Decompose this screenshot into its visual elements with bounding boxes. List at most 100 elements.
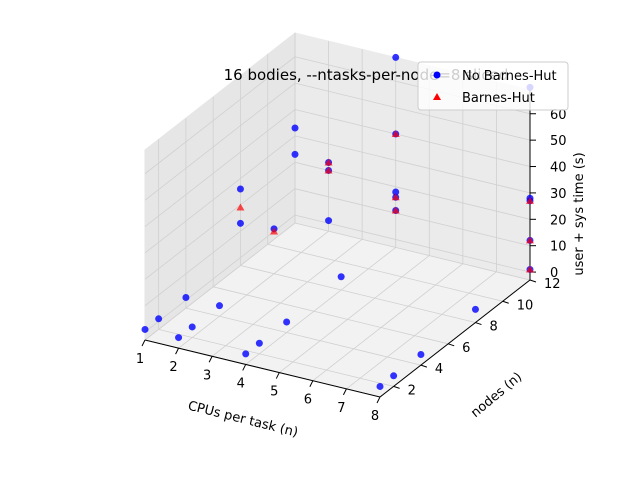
point-no-barnes-hut <box>376 382 384 390</box>
x-tick-mark <box>376 396 381 404</box>
z-axis-label: user + sys time (s) <box>572 152 587 275</box>
z-tick-label: 60 <box>550 108 567 123</box>
point-no-barnes-hut <box>390 372 398 380</box>
grid-line-z-back <box>294 188 531 247</box>
z-tick-label: 30 <box>550 187 567 202</box>
legend-box <box>417 61 569 111</box>
legend-label-no-barnes-hut: No Barnes-Hut <box>462 69 557 84</box>
point-no-barnes-hut <box>188 323 196 331</box>
y-tick-mark <box>475 322 482 326</box>
point-no-barnes-hut <box>175 334 183 342</box>
grid-line-z-left <box>144 56 296 175</box>
x-tick-label: 2 <box>169 360 177 375</box>
legend-marker-no-barnes-hut <box>433 71 441 79</box>
grid-line-y-floor <box>240 265 476 323</box>
legend: No Barnes-Hut Barnes-Hut <box>417 61 569 111</box>
x-tick-mark <box>141 339 146 347</box>
point-no-barnes-hut <box>471 305 479 313</box>
point-no-barnes-hut <box>242 350 250 358</box>
x-tick-label: 8 <box>371 409 379 424</box>
grid-line-y-floor <box>185 307 422 366</box>
grid-line-y-floor <box>158 328 394 387</box>
point-barnes-hut <box>526 265 534 273</box>
x-tick-mark <box>175 347 180 355</box>
y-tick-label: 4 <box>435 362 443 377</box>
x-tick-label: 3 <box>203 368 211 383</box>
y-tick-label: 10 <box>517 298 534 313</box>
axis-panes <box>143 31 532 398</box>
point-barnes-hut <box>391 193 400 201</box>
z-tick-label: 40 <box>550 161 567 176</box>
grid-line-x-floor <box>178 230 329 349</box>
x-tick-label: 4 <box>237 376 245 391</box>
x-tick-mark <box>309 380 314 387</box>
x-tick-mark <box>208 356 213 363</box>
grid-line-x-floor <box>211 238 363 357</box>
grid-line-z-left <box>144 214 296 333</box>
point-no-barnes-hut <box>155 315 163 323</box>
grid-line-y-floor <box>294 222 531 281</box>
z-tick-label: 20 <box>550 213 567 228</box>
point-barnes-hut <box>324 158 333 166</box>
z-tick-label: 0 <box>550 266 558 281</box>
grid-lines <box>144 33 531 398</box>
grid-line-z-left <box>144 161 296 280</box>
x-tick-label: 6 <box>304 393 312 408</box>
grid-line-z-back <box>294 135 531 194</box>
grid-line-x-floor <box>312 263 464 382</box>
point-no-barnes-hut <box>236 219 244 227</box>
x-tick-label: 5 <box>270 385 278 400</box>
y-tick-label: 2 <box>408 383 416 398</box>
z-tick-label: 50 <box>550 134 567 149</box>
x-tick-mark <box>275 372 280 379</box>
y-axis-line <box>379 279 531 398</box>
grid-line-z-back <box>294 214 531 273</box>
point-no-barnes-hut <box>337 273 345 281</box>
y-tick-label: 12 <box>544 277 561 292</box>
y-tick-label: 6 <box>462 341 470 356</box>
point-barnes-hut <box>526 196 534 204</box>
point-barnes-hut <box>391 129 400 137</box>
point-no-barnes-hut <box>291 124 299 132</box>
point-no-barnes-hut <box>417 351 425 359</box>
x-tick-mark <box>242 364 247 371</box>
grid-line-x-floor <box>279 255 430 373</box>
z-tick-label: 10 <box>550 240 567 255</box>
grid-line-z-left <box>144 135 296 254</box>
point-no-barnes-hut <box>291 150 299 158</box>
legend-marker-barnes-hut <box>433 93 441 100</box>
y-tick-mark <box>448 343 455 347</box>
x-axis-line <box>144 339 381 398</box>
grid-line-y-floor <box>213 286 449 345</box>
point-no-barnes-hut <box>141 325 149 333</box>
point-barnes-hut <box>526 236 534 244</box>
point-barnes-hut <box>236 203 245 211</box>
point-barnes-hut <box>391 206 400 214</box>
grid-line-z-back <box>294 161 531 220</box>
x-tick-label: 1 <box>136 352 144 367</box>
y-tick-mark <box>420 364 428 368</box>
legend-label-barnes-hut: Barnes-Hut <box>462 91 535 106</box>
x-axis-label: CPUs per task (n) <box>186 399 299 441</box>
x-tick-label: 7 <box>337 401 345 416</box>
grid-line-x-floor <box>144 222 296 341</box>
grid-line-y-floor <box>267 243 503 302</box>
point-no-barnes-hut <box>283 318 291 326</box>
point-no-barnes-hut <box>215 302 223 310</box>
y-axis-label: nodes (n) <box>468 370 525 421</box>
grid-line-z-left <box>144 188 296 307</box>
grid-line-z-back <box>294 82 531 141</box>
grid-line-z-left <box>144 109 296 227</box>
y-tick-mark <box>393 385 400 389</box>
grid-line-z-left <box>144 82 296 201</box>
y-tick-label: 8 <box>489 320 497 335</box>
point-no-barnes-hut <box>392 188 400 196</box>
grid-line-z-back <box>294 109 531 167</box>
point-no-barnes-hut <box>182 294 190 302</box>
point-no-barnes-hut <box>325 217 333 225</box>
y-tick-mark <box>502 300 509 304</box>
grid-line-x-floor <box>346 271 497 390</box>
x-tick-mark <box>342 388 347 396</box>
